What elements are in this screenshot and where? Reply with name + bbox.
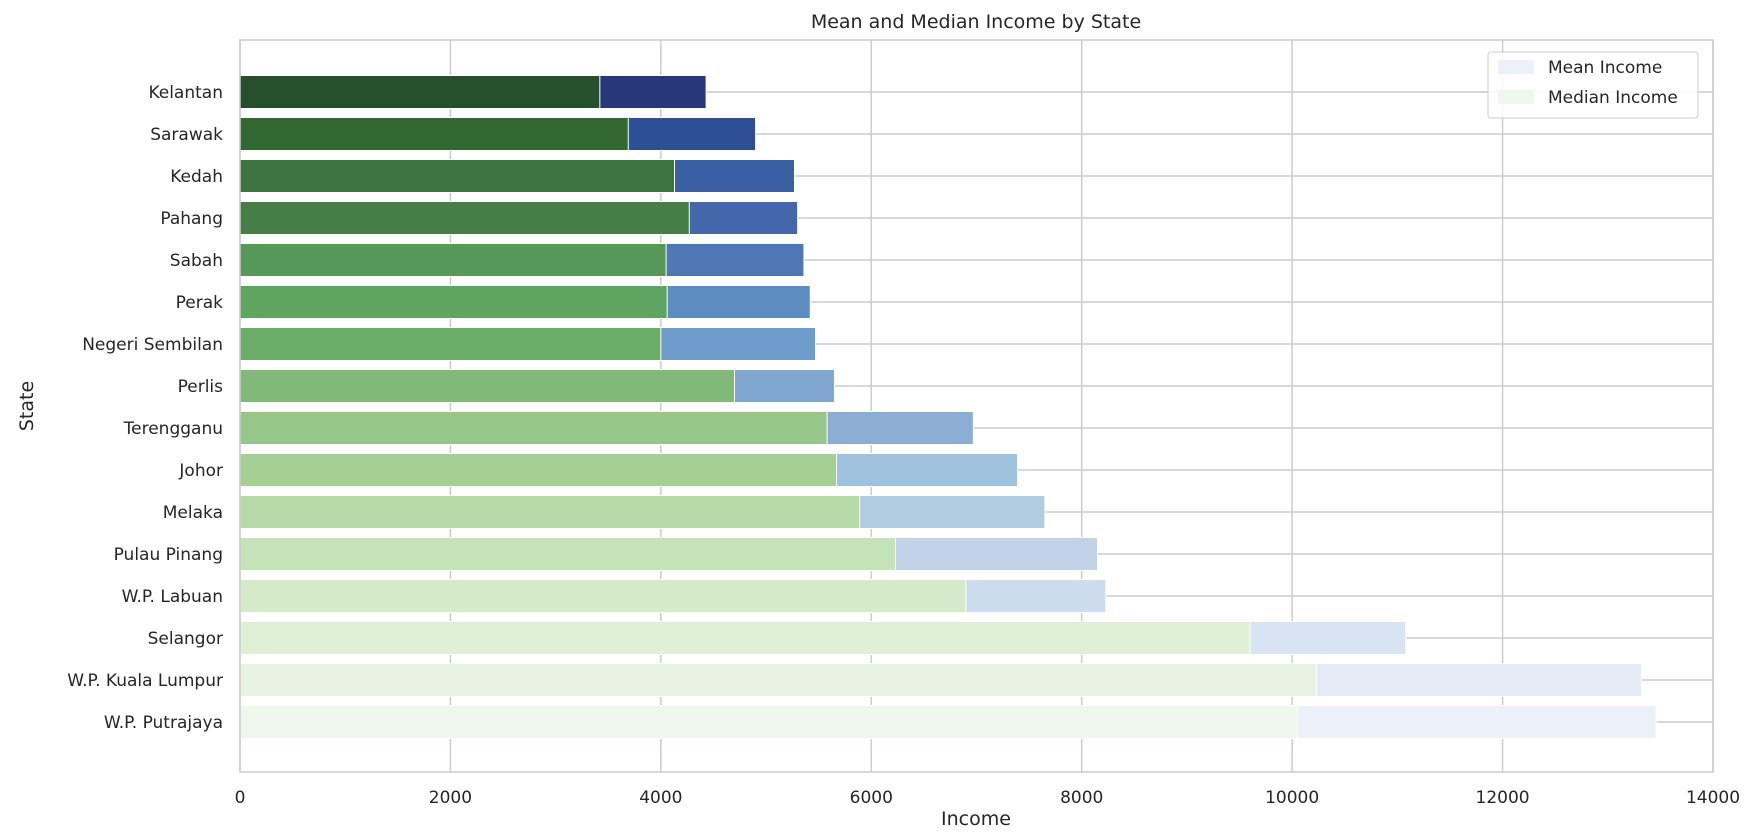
- y-tick-label: Sarawak: [150, 125, 223, 145]
- y-tick-label: Negeri Sembilan: [82, 335, 223, 355]
- bar-median-income: [239, 495, 861, 529]
- y-tick-label: Perak: [176, 293, 224, 313]
- y-tick-label: W.P. Kuala Lumpur: [67, 671, 223, 691]
- bars: [239, 75, 1657, 739]
- bar-median-income: [239, 705, 1298, 739]
- y-tick-label: Pahang: [160, 209, 223, 229]
- legend-swatch-mean: [1498, 60, 1534, 74]
- y-tick-label: Melaka: [163, 503, 223, 523]
- x-axis-label: Income: [941, 808, 1011, 830]
- y-tick-label: Perlis: [178, 377, 224, 397]
- bar-median-income: [239, 663, 1317, 697]
- bar-median-income: [239, 285, 668, 319]
- y-tick-label: W.P. Labuan: [122, 587, 223, 607]
- bar-median-income: [239, 117, 629, 151]
- bar-median-income: [239, 369, 736, 403]
- bar-median-income: [239, 411, 828, 445]
- x-tick-label: 12000: [1476, 788, 1530, 808]
- legend-swatch-median: [1498, 90, 1534, 104]
- y-tick-label: Pulau Pinang: [114, 545, 223, 565]
- y-tick-labels: Kelantan Sarawak Kedah Pahang Sabah Perak Nege…: [67, 83, 223, 733]
- bar-median-income: [239, 537, 896, 571]
- legend-label-mean: Mean Income: [1548, 58, 1662, 78]
- bar-median-income: [239, 159, 676, 193]
- bar-median-income: [239, 327, 662, 361]
- x-tick-label: 8000: [1060, 788, 1103, 808]
- x-tick-labels: 0 2000 4000 6000 8000 10000 12000 14000: [235, 788, 1740, 808]
- bar-median-income: [239, 243, 667, 277]
- x-tick-label: 6000: [850, 788, 893, 808]
- legend-label-median: Median Income: [1548, 88, 1678, 108]
- y-tick-label: Selangor: [148, 629, 223, 649]
- x-tick-label: 2000: [429, 788, 472, 808]
- y-axis-label: State: [16, 381, 38, 431]
- bar-median-income: [239, 75, 601, 109]
- y-tick-label: Kelantan: [148, 83, 223, 103]
- chart-title: Mean and Median Income by State: [811, 11, 1141, 33]
- legend: Mean Income Median Income: [1487, 51, 1699, 119]
- y-tick-label: Kedah: [170, 167, 223, 187]
- x-tick-label: 14000: [1686, 788, 1740, 808]
- y-tick-label: Johor: [178, 461, 223, 481]
- x-tick-label: 10000: [1265, 788, 1319, 808]
- bar-median-income: [239, 453, 838, 487]
- y-tick-label: Terengganu: [123, 419, 223, 439]
- y-tick-label: W.P. Putrajaya: [104, 713, 223, 733]
- bar-median-income: [239, 621, 1251, 655]
- x-tick-label: 0: [235, 788, 246, 808]
- legend-box: [1487, 51, 1699, 119]
- plot-frame: [239, 39, 1714, 773]
- bar-median-income: [239, 579, 967, 613]
- x-tick-label: 4000: [639, 788, 682, 808]
- bar-median-income: [239, 201, 690, 235]
- y-tick-label: Sabah: [170, 251, 223, 271]
